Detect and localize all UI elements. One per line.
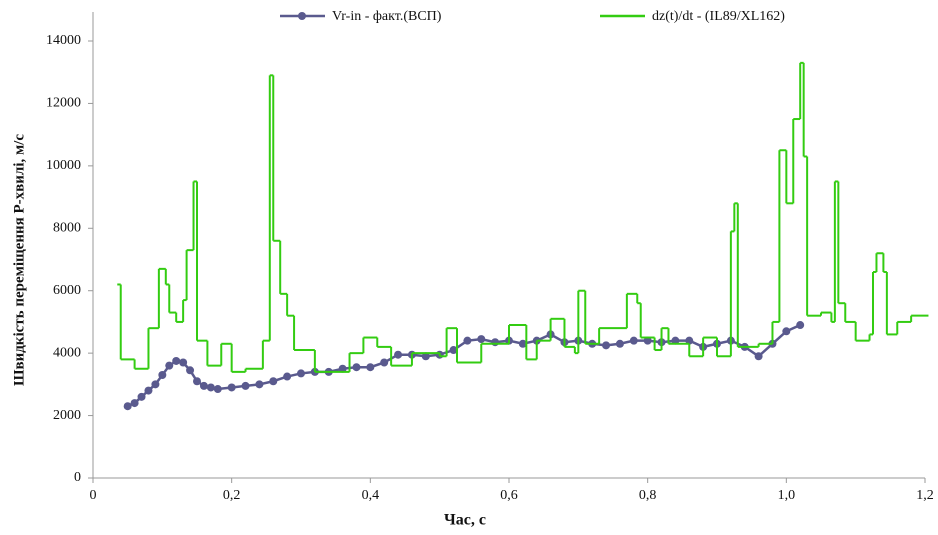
x-tick-label: 0,6 (500, 488, 518, 503)
y-tick-label: 6000 (53, 283, 81, 298)
point (144, 386, 153, 395)
y-tick-label: 10000 (46, 158, 81, 173)
point (123, 402, 132, 411)
x-tick-label: 0 (90, 488, 97, 503)
x-tick-label: 1,2 (916, 488, 934, 503)
point (491, 338, 500, 347)
point (421, 352, 430, 361)
point (477, 335, 486, 344)
x-axis-label: Час, с (444, 512, 486, 529)
point (380, 358, 389, 367)
point (165, 361, 174, 370)
point (602, 341, 611, 350)
y-tick-label: 8000 (53, 221, 81, 236)
point (241, 381, 250, 390)
point (463, 336, 472, 345)
point (671, 336, 680, 345)
point (227, 383, 236, 392)
y-tick-label: 12000 (46, 96, 81, 111)
point (269, 377, 278, 386)
point (449, 346, 458, 355)
point (796, 321, 805, 330)
point (685, 336, 694, 345)
y-tick-label: 14000 (46, 33, 81, 48)
point (615, 339, 624, 348)
point (338, 364, 347, 373)
point (179, 358, 188, 367)
point (186, 366, 195, 375)
x-tick-label: 0,2 (223, 488, 241, 503)
x-tick-label: 0,4 (362, 488, 380, 503)
series-line (127, 323, 801, 408)
point (255, 380, 264, 389)
point (518, 339, 527, 348)
point (206, 383, 215, 392)
point (151, 380, 160, 389)
point (213, 385, 222, 394)
y-axis-label: Швидкість переміщення P-хвилі, м/с (11, 134, 27, 386)
point (137, 392, 146, 401)
legend-label: dz(t)/dt - (IL89/XL162) (652, 9, 785, 24)
legend-label: Vr-in - факт.(ВСП) (332, 9, 442, 24)
point (366, 363, 375, 372)
y-tick-label: 0 (74, 470, 81, 485)
legend-marker (298, 12, 306, 20)
point (629, 336, 638, 345)
point (193, 377, 201, 386)
y-tick-label: 2000 (53, 408, 81, 423)
point (352, 363, 361, 372)
point (172, 356, 181, 365)
point (782, 327, 791, 336)
point (158, 370, 167, 379)
point (297, 369, 305, 378)
point (130, 399, 139, 408)
point (283, 372, 292, 381)
point (199, 381, 208, 390)
point (643, 336, 652, 345)
x-tick-label: 1,0 (778, 488, 796, 503)
y-tick-label: 4000 (53, 345, 81, 360)
point (394, 350, 403, 359)
point (754, 352, 763, 361)
x-tick-label: 0,8 (639, 488, 657, 503)
